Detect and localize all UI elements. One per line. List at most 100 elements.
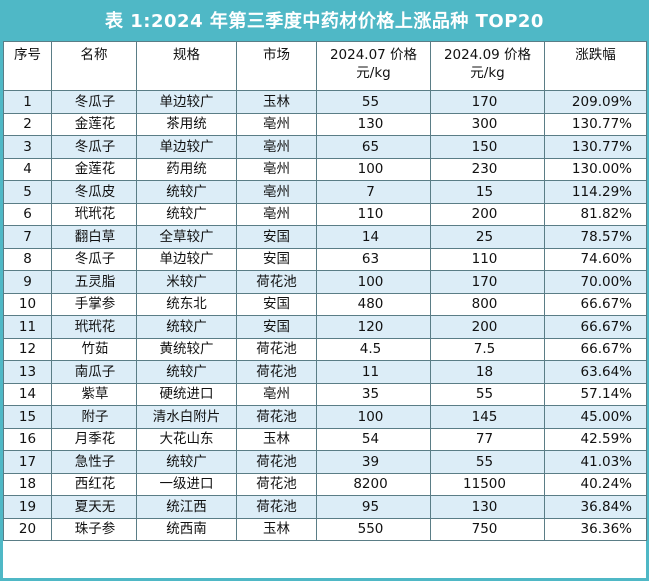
cell-price-jul: 130 [316,112,431,136]
cell-spec: 单边较广 [136,135,237,159]
cell-price-sep: 7.5 [430,337,545,361]
header-name: 名称 [51,41,137,91]
cell-market: 荷花池 [236,360,317,384]
cell-index: 20 [3,517,52,541]
cell-price-jul: 480 [316,292,431,316]
cell-spec: 统较广 [136,360,237,384]
cell-name: 玳玳花 [51,202,137,226]
cell-price-sep: 15 [430,180,545,204]
cell-index: 12 [3,337,52,361]
cell-market: 玉林 [236,517,317,541]
cell-spec: 统江西 [136,495,237,519]
cell-price-sep: 145 [430,405,545,429]
header-price-jul: 2024.07 价格 元/kg [316,41,431,91]
table-row: 16 月季花 大花山东 玉林 54 77 42.59% [3,427,647,451]
cell-market: 亳州 [236,382,317,406]
cell-market: 亳州 [236,135,317,159]
cell-name: 竹茹 [51,337,137,361]
cell-market: 亳州 [236,112,317,136]
cell-spec: 大花山东 [136,427,237,451]
cell-index: 11 [3,315,52,339]
table-row: 4 金莲花 药用统 亳州 100 230 130.00% [3,157,647,181]
cell-index: 9 [3,270,52,294]
table-row: 12 竹茹 黄统较广 荷花池 4.5 7.5 66.67% [3,337,647,361]
table-row: 2 金莲花 茶用统 亳州 130 300 130.77% [3,112,647,136]
cell-index: 2 [3,112,52,136]
cell-market: 荷花池 [236,495,317,519]
cell-index: 15 [3,405,52,429]
cell-price-jul: 35 [316,382,431,406]
cell-name: 急性子 [51,450,137,474]
cell-market: 安国 [236,292,317,316]
cell-index: 5 [3,180,52,204]
cell-price-jul: 100 [316,405,431,429]
cell-price-jul: 63 [316,247,431,271]
cell-change: 57.14% [544,382,647,406]
cell-price-sep: 230 [430,157,545,181]
cell-price-jul: 7 [316,180,431,204]
header-price-sep: 2024.09 价格 元/kg [430,41,545,91]
cell-spec: 统较广 [136,450,237,474]
cell-change: 130.77% [544,135,647,159]
cell-market: 荷花池 [236,337,317,361]
cell-market: 荷花池 [236,472,317,496]
header-market: 市场 [236,41,317,91]
cell-price-jul: 14 [316,225,431,249]
table-row: 18 西红花 一级进口 荷花池 8200 11500 40.24% [3,472,647,496]
cell-price-jul: 120 [316,315,431,339]
table-row: 3 冬瓜子 单边较广 亳州 65 150 130.77% [3,135,647,159]
cell-market: 荷花池 [236,405,317,429]
cell-market: 亳州 [236,180,317,204]
table-row: 10 手掌参 统东北 安国 480 800 66.67% [3,292,647,316]
header-change: 涨跌幅 [544,41,647,91]
cell-name: 金莲花 [51,112,137,136]
cell-price-sep: 170 [430,90,545,114]
header-price-sep-line1: 2024.09 价格 [443,47,532,63]
cell-change: 78.57% [544,225,647,249]
cell-index: 4 [3,157,52,181]
cell-price-sep: 55 [430,382,545,406]
cell-change: 70.00% [544,270,647,294]
cell-name: 冬瓜皮 [51,180,137,204]
cell-price-sep: 150 [430,135,545,159]
cell-change: 81.82% [544,202,647,226]
cell-name: 南瓜子 [51,360,137,384]
cell-name: 西红花 [51,472,137,496]
cell-price-jul: 39 [316,450,431,474]
table-row: 14 紫草 硬统进口 亳州 35 55 57.14% [3,382,647,406]
cell-change: 66.67% [544,337,647,361]
cell-name: 月季花 [51,427,137,451]
cell-spec: 一级进口 [136,472,237,496]
cell-spec: 茶用统 [136,112,237,136]
cell-market: 安国 [236,225,317,249]
cell-index: 18 [3,472,52,496]
cell-price-sep: 750 [430,517,545,541]
header-price-sep-unit: 元/kg [470,65,505,81]
cell-price-sep: 200 [430,202,545,226]
table-row: 9 五灵脂 米较广 荷花池 100 170 70.00% [3,270,647,294]
cell-change: 130.77% [544,112,647,136]
cell-change: 36.36% [544,517,647,541]
cell-index: 3 [3,135,52,159]
cell-name: 玳玳花 [51,315,137,339]
table-row: 1 冬瓜子 单边较广 玉林 55 170 209.09% [3,90,647,114]
cell-price-sep: 77 [430,427,545,451]
table-row: 8 冬瓜子 单边较广 安国 63 110 74.60% [3,247,647,271]
cell-price-jul: 4.5 [316,337,431,361]
cell-price-sep: 800 [430,292,545,316]
table-row: 13 南瓜子 统较广 荷花池 11 18 63.64% [3,360,647,384]
cell-price-jul: 8200 [316,472,431,496]
cell-market: 玉林 [236,427,317,451]
cell-spec: 统较广 [136,202,237,226]
cell-name: 珠子参 [51,517,137,541]
cell-spec: 统东北 [136,292,237,316]
cell-name: 手掌参 [51,292,137,316]
cell-spec: 药用统 [136,157,237,181]
table-row: 7 翻白草 全草较广 安国 14 25 78.57% [3,225,647,249]
cell-index: 14 [3,382,52,406]
cell-index: 13 [3,360,52,384]
header-price-jul-unit: 元/kg [356,65,391,81]
cell-price-sep: 11500 [430,472,545,496]
table-row: 6 玳玳花 统较广 亳州 110 200 81.82% [3,202,647,226]
cell-change: 209.09% [544,90,647,114]
